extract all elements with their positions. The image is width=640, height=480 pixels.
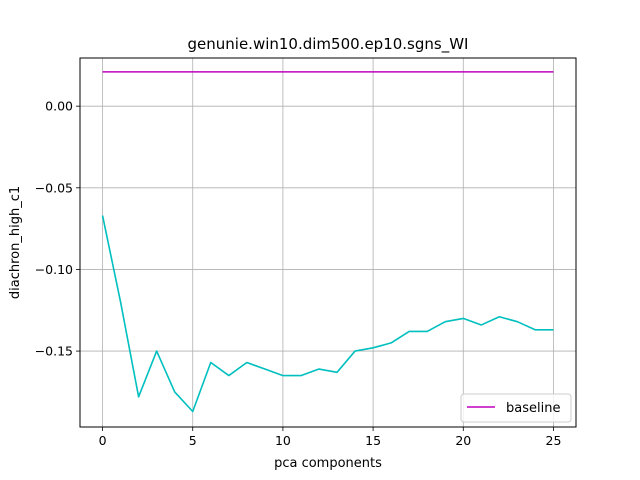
y-tick-label: −0.15 xyxy=(35,344,73,359)
series-line-main xyxy=(101,215,554,413)
grid xyxy=(80,58,576,427)
y-tick-label: 0.00 xyxy=(45,99,73,114)
x-tick-label: 15 xyxy=(365,433,381,448)
x-tick-label: 10 xyxy=(275,433,291,448)
x-tick-label: 25 xyxy=(546,433,562,448)
legend-baseline-label: baseline xyxy=(506,401,560,416)
x-axis-ticks: 0 5 10 15 20 25 xyxy=(99,427,562,448)
x-tick-label: 20 xyxy=(455,433,471,448)
legend-box xyxy=(460,393,572,423)
x-axis-label: pca components xyxy=(274,456,382,471)
x-tick-label: 0 xyxy=(99,433,107,448)
legend: baseline xyxy=(460,393,572,423)
y-tick-label: −0.10 xyxy=(35,262,73,277)
y-axis-ticks: 0.00 −0.05 −0.10 −0.15 xyxy=(35,99,80,359)
series-layer xyxy=(101,71,554,413)
y-tick-label: −0.05 xyxy=(35,180,73,195)
plot-frame xyxy=(79,57,577,428)
chart-title: genunie.win10.dim500.ep10.sgns_WI xyxy=(188,35,469,54)
x-tick-label: 5 xyxy=(189,433,197,448)
plot-area xyxy=(80,58,576,427)
y-axis-label: diachron_high_c1 xyxy=(8,186,23,299)
